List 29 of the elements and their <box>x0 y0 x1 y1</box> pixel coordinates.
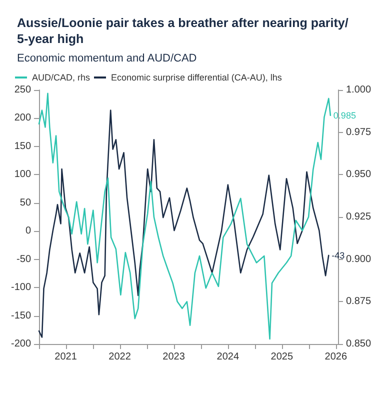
chart-title: Aussie/Loonie pair takes a breather after nearing parity/ 5-year high <box>17 16 352 46</box>
x-tick-label: 2025 <box>270 352 294 362</box>
y2-tick-label: 0.950 <box>346 169 372 180</box>
y2-tick-label: 0.975 <box>346 126 372 138</box>
chart-subtitle: Economic momentum and AUD/CAD <box>17 52 197 64</box>
x-tick-label: 2023 <box>162 352 186 362</box>
y-tick-label: -200 <box>11 338 32 350</box>
y-tick-label: -150 <box>11 310 32 322</box>
data-label: -43 <box>332 250 345 260</box>
y-tick-label: 0 <box>25 226 32 237</box>
y-tick-label: 200 <box>14 112 32 124</box>
legend-label: AUD/CAD, rhs <box>32 72 91 82</box>
y2-tick-label: 0.850 <box>346 338 372 350</box>
x-tick-label: 2026 <box>324 352 348 362</box>
data-label: 0.985 <box>333 110 356 120</box>
y2-tick-label: 0.925 <box>346 212 372 222</box>
x-tick-label: 2021 <box>54 352 78 362</box>
y2-tick-label: 0.900 <box>346 254 372 265</box>
y2-tick-label: 1.000 <box>346 84 372 96</box>
y-tick-label: -100 <box>11 282 32 294</box>
y-tick-label: 150 <box>14 140 32 152</box>
y-tick-label: 250 <box>14 84 32 96</box>
x-tick-label: 2024 <box>216 352 240 362</box>
y-tick-label: 100 <box>14 169 32 180</box>
legend-label: Economic surprise differential (CA-AU), lhs <box>111 72 282 82</box>
y-tick-label: 50 <box>20 197 32 208</box>
y2-tick-label: 0.875 <box>346 296 372 308</box>
x-tick-label: 2022 <box>108 352 132 362</box>
y-tick-label: -50 <box>16 254 32 265</box>
